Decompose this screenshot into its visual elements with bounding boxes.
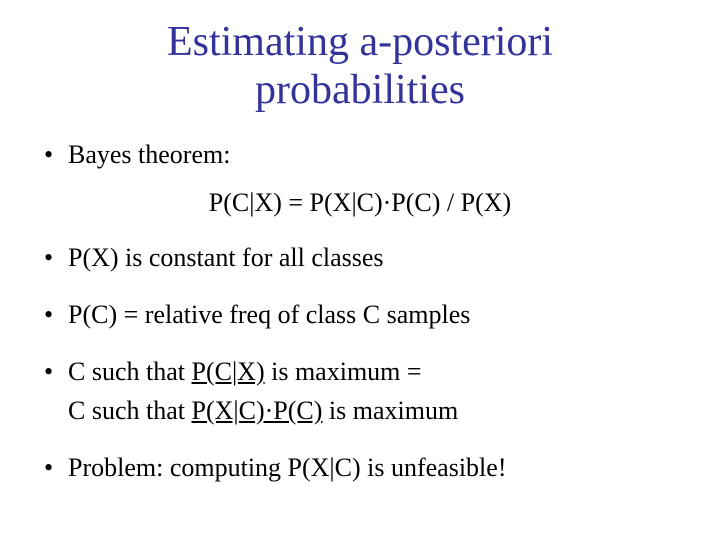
bullet-list-3: Problem: computing P(X|C) is unfeasible!: [40, 450, 680, 485]
bullet-list-2: P(X) is constant for all classes P(C) = …: [40, 240, 680, 389]
text-post-2: is maximum: [322, 396, 458, 425]
slide-title: Estimating a-posteriori probabilities: [40, 18, 680, 115]
text-pre-1: C such that: [68, 357, 192, 386]
bullet-problem: Problem: computing P(X|C) is unfeasible!: [40, 450, 680, 485]
text-post-1: is maximum =: [265, 357, 422, 386]
text-pre-2: C such that: [68, 396, 192, 425]
bullet-argmax-line1: C such that P(C|X) is maximum =: [40, 354, 680, 389]
slide: Estimating a-posteriori probabilities Ba…: [0, 0, 720, 540]
bullet-pc-relative-freq: P(C) = relative freq of class C samples: [40, 297, 680, 332]
bullet-bayes-theorem: Bayes theorem:: [40, 137, 680, 172]
underline-pxc-pc: P(X|C)·P(C): [192, 396, 323, 425]
bayes-formula: P(C|X) = P(X|C)·P(C) / P(X): [40, 188, 680, 218]
title-line-2: probabilities: [255, 67, 465, 113]
title-line-1: Estimating a-posteriori: [167, 19, 553, 65]
bullet-list: Bayes theorem:: [40, 137, 680, 172]
bullet-px-constant: P(X) is constant for all classes: [40, 240, 680, 275]
underline-pcx: P(C|X): [192, 357, 265, 386]
bullet-argmax-line2: C such that P(X|C)·P(C) is maximum: [40, 393, 680, 428]
